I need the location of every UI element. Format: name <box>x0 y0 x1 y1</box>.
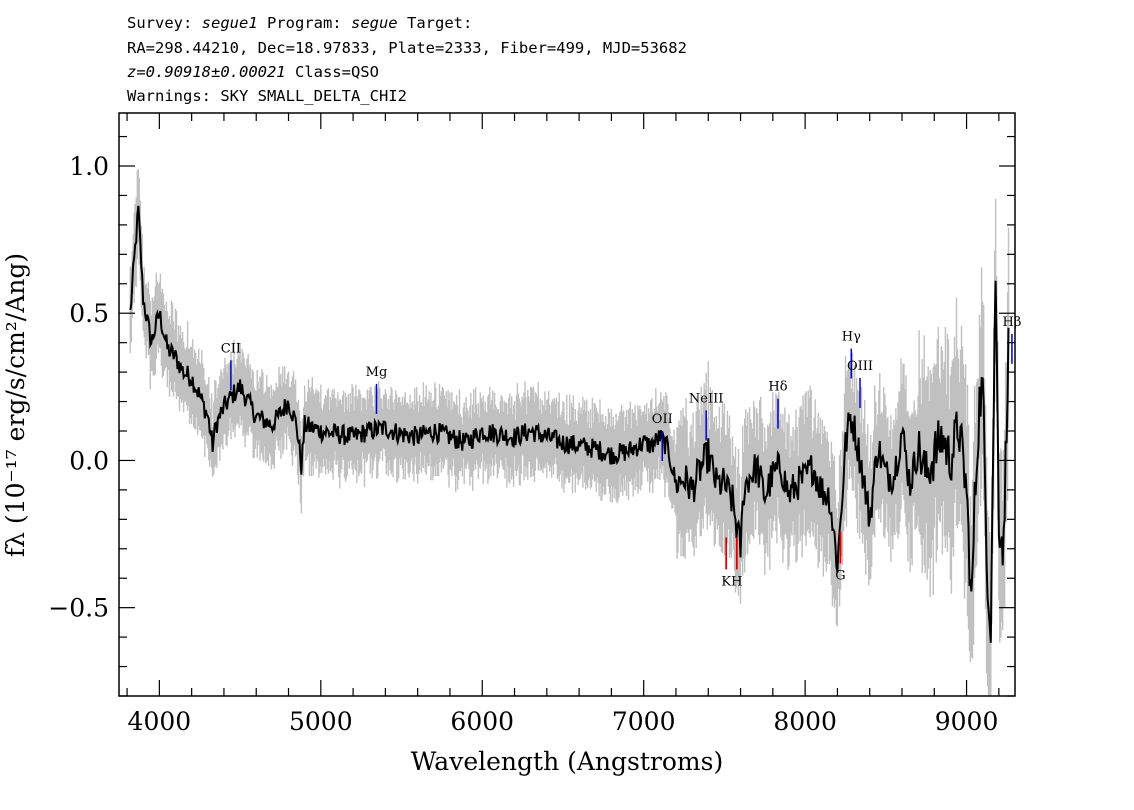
header-line-2: RA=298.44210, Dec=18.97833, Plate=2333, … <box>127 39 687 57</box>
x-tick-label: 5000 <box>289 707 353 736</box>
x-tick-label: 4000 <box>128 707 192 736</box>
survey-value: segue1 <box>201 14 258 32</box>
emission-line-label: Hβ <box>1003 315 1022 330</box>
emission-line-label: NeIII <box>689 391 723 406</box>
absorption-line-label: G <box>835 569 845 584</box>
y-tick-label: −0.5 <box>48 594 109 623</box>
x-axis-title: Wavelength (Angstroms) <box>411 747 723 776</box>
program-value: segue <box>350 14 398 32</box>
y-tick-label: 0.5 <box>69 299 109 328</box>
emission-line-label: Mg <box>366 365 388 380</box>
x-tick-label: 8000 <box>773 707 837 736</box>
axis-ticks: 4000 5000 6000 7000 8000 9000 −0.5 0.0 0.5 1.0 <box>48 113 1015 736</box>
plot-frame <box>118 112 1016 697</box>
x-tick-label: 7000 <box>612 707 676 736</box>
error-band-segments <box>129 169 1010 696</box>
spectral-line-markers: CII Mg OII NeIII Hδ Hγ OIII Hβ K H G <box>221 315 1022 590</box>
header-line-1: Survey: segue1 Program: segue Target: <box>127 14 472 32</box>
program-label: Program: <box>257 14 351 32</box>
absorption-line-label: H <box>731 574 742 589</box>
target-label: Target: <box>397 14 473 32</box>
x-tick-label: 9000 <box>935 707 999 736</box>
emission-line-label: Hγ <box>842 330 861 345</box>
absorption-line-label: K <box>721 574 731 589</box>
emission-line-label: OIII <box>847 359 873 374</box>
emission-line-label: CII <box>221 341 241 356</box>
x-tick-label: 6000 <box>450 707 514 736</box>
header-line-3: z=0.90918±0.00021 Class=QSO <box>127 63 379 81</box>
class-value: Class=QSO <box>285 63 379 81</box>
flux-line <box>129 205 1010 643</box>
emission-line-label: Hδ <box>768 380 787 395</box>
y-tick-label: 1.0 <box>69 152 109 181</box>
survey-label: Survey: <box>127 14 202 32</box>
header-line-4: Warnings: SKY SMALL_DELTA_CHI2 <box>127 87 407 105</box>
error-band <box>129 169 1010 696</box>
emission-line-label: OII <box>652 412 673 427</box>
y-axis-title: fλ (10⁻¹⁷ erg/s/cm²/Ang) <box>1 253 30 557</box>
y-tick-label: 0.0 <box>69 446 109 475</box>
redshift-value: z=0.90918±0.00021 <box>127 63 286 81</box>
